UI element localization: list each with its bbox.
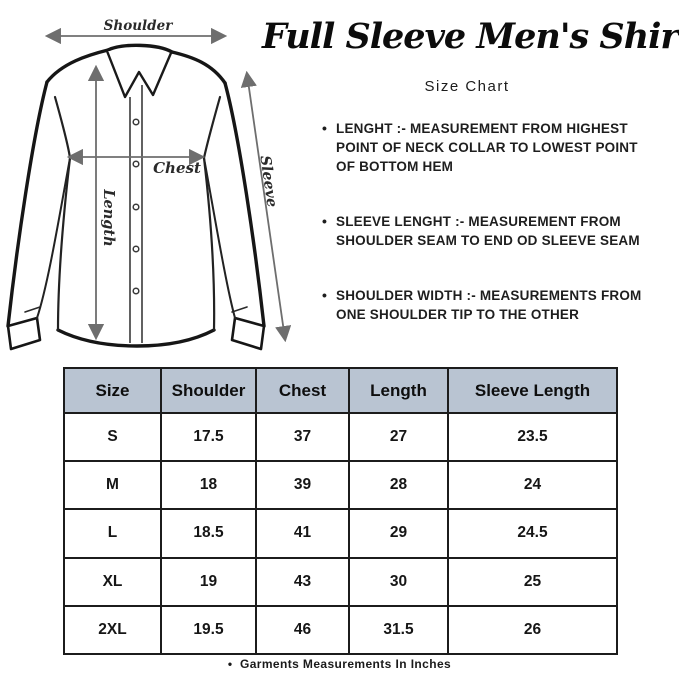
shirt-measurement-diagram: Shoulder Chest Length Sleeve [6,18,292,351]
cell-shoulder: 18 [160,460,257,511]
sleeve-arrow-icon [240,70,292,343]
table-row: 2XL 19.5 46 31.5 26 [63,604,618,656]
chest-measure-label: Chest [153,159,201,177]
page-subtitle: Size Chart [424,78,510,95]
header-chest: Chest [255,367,350,414]
table-row: L 18.5 41 29 24.5 [63,508,618,559]
cell-chest: 41 [255,508,350,559]
cell-size: 2XL [63,604,162,656]
table-row: S 17.5 37 27 23.5 [63,411,618,463]
cell-length: 28 [348,460,449,511]
shoulder-measure-label: Shoulder [104,18,174,34]
cell-shoulder: 17.5 [160,411,257,463]
cell-length: 31.5 [348,604,449,656]
measurement-notes: LENGHT :- MEASUREMENT FROM HIGHEST POINT… [322,119,648,324]
cell-shoulder: 19.5 [160,604,257,656]
cell-size: M [63,460,162,511]
shirt-outline-icon [6,43,266,351]
note-length: LENGHT :- MEASUREMENT FROM HIGHEST POINT… [322,119,648,176]
cell-chest: 37 [255,411,350,463]
header-length: Length [348,367,449,414]
sleeve-measure-label: Sleeve [256,154,280,208]
note-sleeve-length: SLEEVE LENGHT :- MEASUREMENT FROM SHOULD… [322,212,648,250]
cell-shoulder: 18.5 [160,508,257,559]
cell-chest: 46 [255,604,350,656]
note-shoulder-width: SHOULDER WIDTH :- MEASUREMENTS FROM ONE … [322,286,648,324]
length-measure-label: Length [100,188,117,246]
header-shoulder: Shoulder [160,367,257,414]
cell-sleeve-length: 25 [447,556,618,607]
cell-sleeve-length: 24.5 [447,508,618,559]
header-sleeve-length: Sleeve Length [447,367,618,414]
cell-chest: 43 [255,556,350,607]
cell-length: 30 [348,556,449,607]
cell-shoulder: 19 [160,556,257,607]
cell-sleeve-length: 24 [447,460,618,511]
header-size: Size [63,367,162,414]
cell-chest: 39 [255,460,350,511]
cell-sleeve-length: 26 [447,604,618,656]
note-sleeve-length-text: SLEEVE LENGHT :- MEASUREMENT FROM SHOULD… [336,214,640,248]
cell-size: S [63,411,162,463]
table-row: M 18 39 28 24 [63,460,618,511]
note-shoulder-width-text: SHOULDER WIDTH :- MEASUREMENTS FROM ONE … [336,288,642,322]
cell-size: XL [63,556,162,607]
table-header-row: Size Shoulder Chest Length Sleeve Length [63,367,618,414]
note-length-text: LENGHT :- MEASUREMENT FROM HIGHEST POINT… [336,121,638,174]
cell-length: 29 [348,508,449,559]
cell-sleeve-length: 23.5 [447,411,618,463]
cell-length: 27 [348,411,449,463]
table-row: XL 19 43 30 25 [63,556,618,607]
size-chart-table: Size Shoulder Chest Length Sleeve Length… [63,367,618,656]
cell-size: L [63,508,162,559]
page-title: Full Sleeve Men's Shirt [262,16,679,57]
units-footnote: Garments Measurements In Inches [63,657,616,671]
